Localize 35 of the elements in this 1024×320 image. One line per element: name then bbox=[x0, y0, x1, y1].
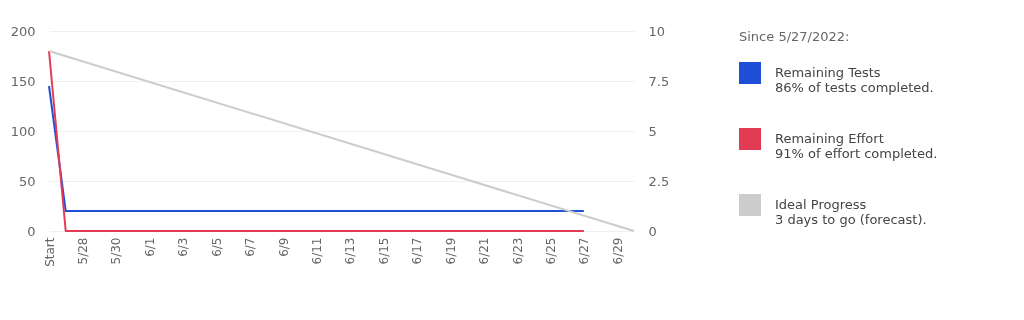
x-tick-label: 6/13 bbox=[343, 237, 358, 265]
x-tick-label: 6/15 bbox=[376, 237, 391, 265]
text: 91% of effort completed. bbox=[775, 146, 938, 161]
x-tick-label: 6/11 bbox=[309, 237, 324, 265]
y2-tick-label: 5 bbox=[648, 123, 657, 139]
text: 86% of tests completed. bbox=[775, 80, 934, 95]
x-tick-label: Start bbox=[42, 237, 57, 267]
x-tick-label: 6/3 bbox=[176, 237, 191, 257]
x-tick-label: 6/21 bbox=[477, 237, 492, 265]
legend-label: Remaining Effort bbox=[775, 131, 884, 146]
x-tick-label: 6/19 bbox=[443, 237, 458, 265]
text: 3 days to go (forecast). bbox=[775, 212, 927, 227]
y-tick-label: 100 bbox=[10, 123, 36, 139]
y2-tick-label: 7.5 bbox=[648, 73, 670, 89]
x-tick-label: 5/30 bbox=[109, 237, 124, 265]
y2-tick-label: 2.5 bbox=[648, 173, 670, 189]
x-tick-label: 6/17 bbox=[410, 237, 425, 265]
x-tick-label: 6/27 bbox=[577, 237, 592, 265]
x-tick-label: 6/29 bbox=[610, 237, 625, 265]
x-tick-label: 6/5 bbox=[209, 237, 224, 257]
x-tick-label: 6/1 bbox=[142, 237, 157, 257]
y2-tick-label: 10 bbox=[648, 23, 666, 39]
y-tick-label: 50 bbox=[18, 173, 36, 189]
y2-tick-label: 0 bbox=[648, 223, 657, 239]
legend-label: Remaining Tests bbox=[775, 65, 881, 80]
x-tick-label: 6/7 bbox=[243, 237, 258, 257]
x-tick-label: 6/23 bbox=[510, 237, 525, 265]
legend-title: Since 5/27/2022: bbox=[739, 29, 850, 44]
y-tick-label: 200 bbox=[10, 23, 36, 39]
y-tick-label: 0 bbox=[27, 223, 36, 239]
x-tick-label: 6/9 bbox=[276, 237, 291, 257]
legend-label: Ideal Progress bbox=[775, 197, 867, 212]
x-tick-label: 5/28 bbox=[75, 237, 90, 265]
y-tick-label: 150 bbox=[10, 73, 36, 89]
x-tick-label: 6/25 bbox=[543, 237, 558, 265]
